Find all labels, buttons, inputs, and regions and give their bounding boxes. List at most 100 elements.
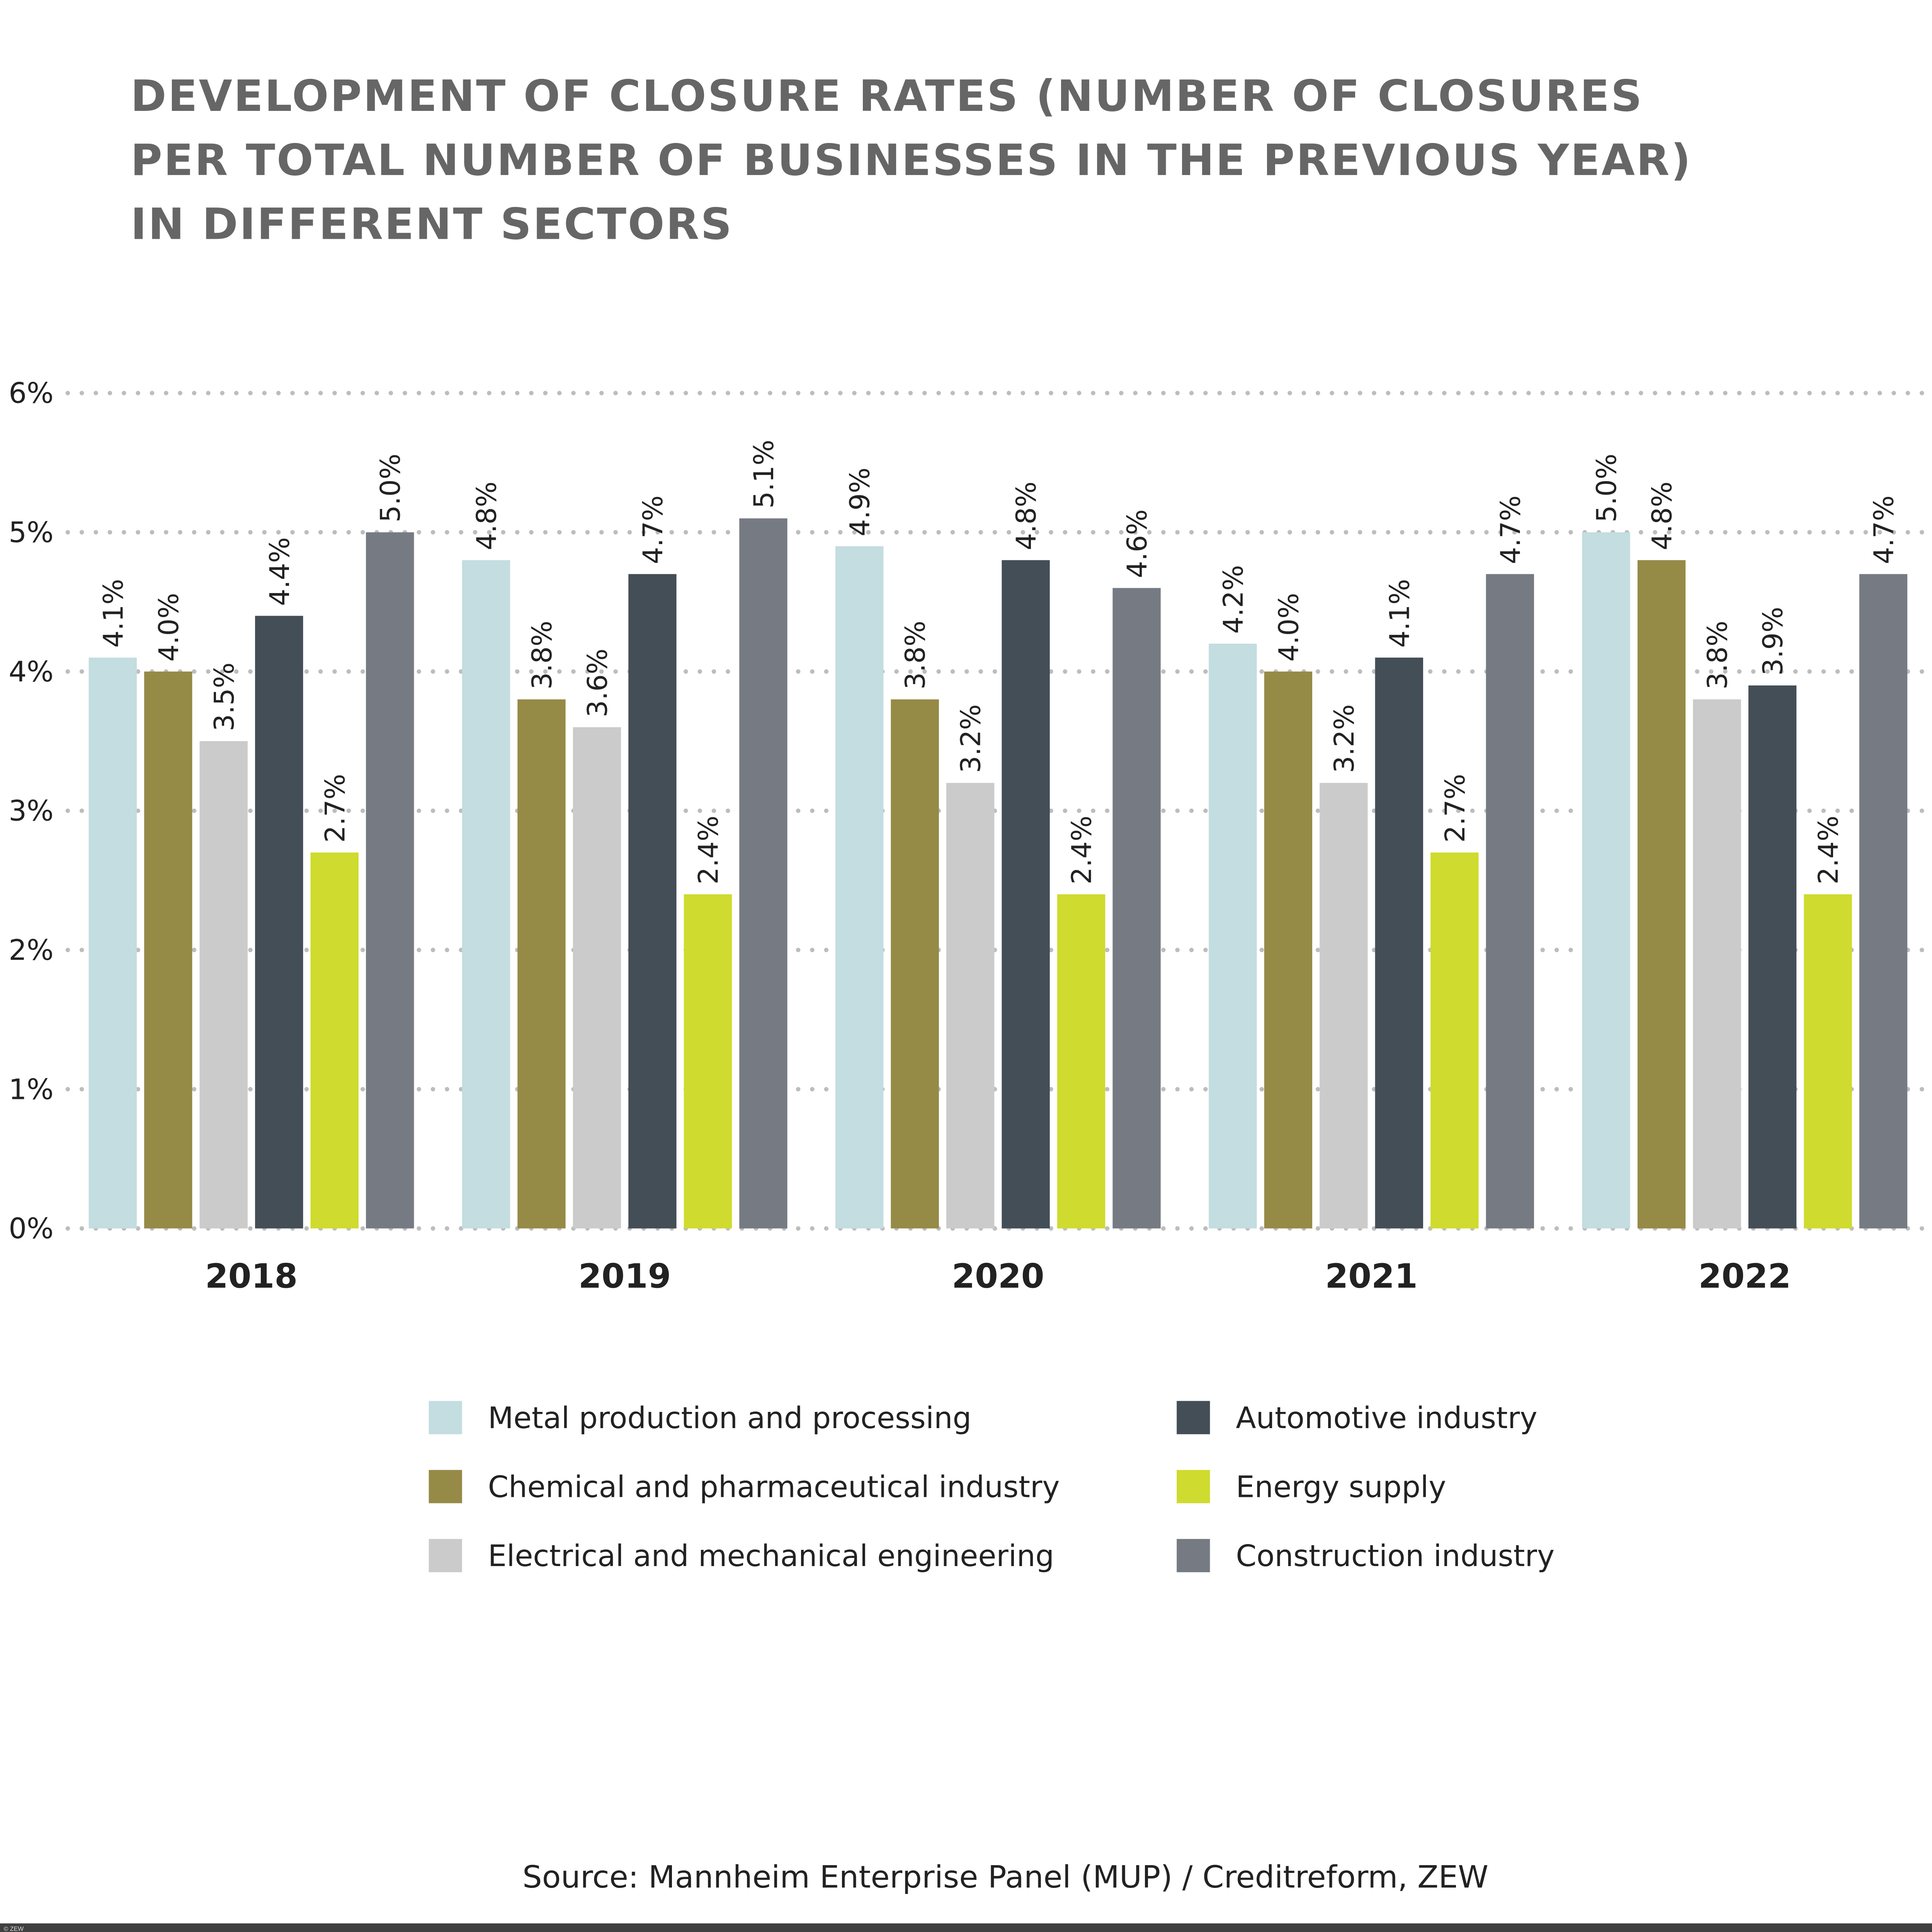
data-label: 4.6% bbox=[1121, 509, 1153, 578]
legend-item: Electrical and mechanical engineering bbox=[429, 1539, 1054, 1573]
bar bbox=[1748, 685, 1797, 1229]
bar bbox=[1859, 574, 1908, 1229]
bar bbox=[891, 699, 939, 1229]
data-label: 5.1% bbox=[748, 440, 780, 509]
legend-swatch bbox=[429, 1401, 462, 1434]
x-tick-label: 2022 bbox=[1699, 1257, 1791, 1296]
data-label: 4.1% bbox=[1384, 579, 1415, 648]
chart-title: DEVELOPMENT OF CLOSURE RATES (NUMBER OF … bbox=[131, 71, 1692, 250]
legend-swatch bbox=[1177, 1470, 1210, 1503]
bar bbox=[573, 727, 621, 1229]
y-tick-label: 2% bbox=[9, 934, 53, 967]
bar bbox=[1804, 894, 1852, 1229]
bar bbox=[1320, 783, 1368, 1229]
data-label: 5.0% bbox=[1591, 454, 1622, 522]
legend-item: Metal production and processing bbox=[429, 1401, 971, 1435]
bar bbox=[366, 532, 414, 1229]
data-label: 4.9% bbox=[844, 468, 876, 536]
bar bbox=[739, 518, 787, 1229]
legend-swatch bbox=[429, 1539, 462, 1572]
x-tick-label: 2019 bbox=[578, 1257, 671, 1296]
source-note: Source: Mannheim Enterprise Panel (MUP) … bbox=[522, 1859, 1488, 1895]
bar bbox=[144, 671, 192, 1229]
y-tick-label: 4% bbox=[9, 655, 53, 688]
bar bbox=[1112, 588, 1161, 1229]
bar bbox=[684, 894, 732, 1229]
bar bbox=[1637, 560, 1686, 1229]
data-label: 4.7% bbox=[1868, 495, 1900, 564]
bar bbox=[88, 657, 137, 1229]
y-axis: 0% 1% 2% 3% 4% 5% 6% bbox=[9, 377, 53, 1245]
bar bbox=[462, 560, 510, 1229]
bar bbox=[1209, 643, 1257, 1229]
data-label: 3.2% bbox=[955, 704, 987, 773]
x-tick-label: 2018 bbox=[205, 1257, 298, 1296]
data-label: 2.4% bbox=[1813, 816, 1844, 884]
bar bbox=[517, 699, 566, 1229]
bar bbox=[1057, 894, 1105, 1229]
title-line-1: DEVELOPMENT OF CLOSURE RATES (NUMBER OF … bbox=[131, 71, 1643, 121]
data-label: 4.7% bbox=[1495, 495, 1526, 564]
copyright: © ZEW bbox=[4, 1926, 24, 1932]
legend-item: Chemical and pharmaceutical industry bbox=[429, 1470, 1060, 1504]
data-label: 4.4% bbox=[264, 537, 296, 606]
footer-bar bbox=[0, 1923, 1932, 1932]
data-label: 4.7% bbox=[637, 495, 669, 564]
bar bbox=[1486, 574, 1534, 1229]
legend-item: Construction industry bbox=[1177, 1539, 1554, 1573]
data-label: 4.0% bbox=[1273, 593, 1304, 662]
legend-label: Metal production and processing bbox=[488, 1401, 971, 1435]
data-label: 4.8% bbox=[471, 481, 502, 550]
data-label: 3.8% bbox=[900, 621, 931, 689]
bar bbox=[1430, 852, 1479, 1229]
x-tick-label: 2020 bbox=[952, 1257, 1044, 1296]
x-axis: 2018 2019 2020 2021 2022 bbox=[205, 1257, 1791, 1296]
data-label: 4.8% bbox=[1646, 481, 1678, 550]
data-label: 3.2% bbox=[1328, 704, 1360, 773]
legend-label: Construction industry bbox=[1236, 1539, 1554, 1573]
bar bbox=[628, 574, 677, 1229]
bar bbox=[835, 546, 884, 1229]
bar bbox=[1264, 671, 1313, 1229]
data-label: 3.6% bbox=[582, 648, 613, 717]
y-tick-label: 1% bbox=[9, 1073, 53, 1106]
y-tick-label: 0% bbox=[9, 1213, 53, 1245]
data-label: 3.8% bbox=[526, 621, 558, 689]
bars: 4.1% 4.0% 3.5% 4.4% 2.7% 5.0% 4.8% 3.8% 3.6% 4.7%… bbox=[88, 440, 1908, 1229]
data-label: 2.4% bbox=[692, 816, 724, 884]
legend-label: Electrical and mechanical engineering bbox=[488, 1539, 1054, 1573]
bar bbox=[1582, 532, 1630, 1229]
data-label: 4.2% bbox=[1218, 565, 1249, 634]
legend-swatch bbox=[1177, 1539, 1210, 1572]
data-label: 3.8% bbox=[1702, 621, 1733, 689]
data-label: 5.0% bbox=[375, 454, 406, 522]
legend-item: Energy supply bbox=[1177, 1470, 1446, 1504]
y-tick-label: 6% bbox=[9, 377, 53, 410]
bar bbox=[946, 783, 995, 1229]
legend-label: Automotive industry bbox=[1236, 1401, 1537, 1435]
data-label: 2.4% bbox=[1066, 816, 1098, 884]
legend-label: Energy supply bbox=[1236, 1470, 1446, 1504]
data-label: 2.7% bbox=[1439, 774, 1471, 843]
bar bbox=[1693, 699, 1741, 1229]
y-tick-label: 5% bbox=[9, 516, 53, 549]
bar bbox=[1375, 657, 1423, 1229]
legend-swatch bbox=[1177, 1401, 1210, 1434]
data-label: 3.9% bbox=[1757, 607, 1789, 675]
legend-swatch bbox=[429, 1470, 462, 1503]
bar bbox=[199, 741, 248, 1229]
bar bbox=[1002, 560, 1050, 1229]
data-label: 4.1% bbox=[97, 579, 129, 648]
legend: Metal production and processing Chemical … bbox=[429, 1401, 1554, 1573]
y-tick-label: 3% bbox=[9, 795, 53, 828]
data-label: 4.8% bbox=[1010, 481, 1042, 550]
data-label: 3.5% bbox=[208, 662, 240, 731]
bar bbox=[255, 616, 303, 1229]
bar bbox=[310, 852, 359, 1229]
title-line-3: IN DIFFERENT SECTORS bbox=[131, 199, 733, 250]
legend-label: Chemical and pharmaceutical industry bbox=[488, 1470, 1060, 1504]
data-label: 4.0% bbox=[153, 593, 185, 662]
title-line-2: PER TOTAL NUMBER OF BUSINESSES IN THE PR… bbox=[131, 135, 1692, 185]
data-label: 2.7% bbox=[319, 774, 351, 843]
